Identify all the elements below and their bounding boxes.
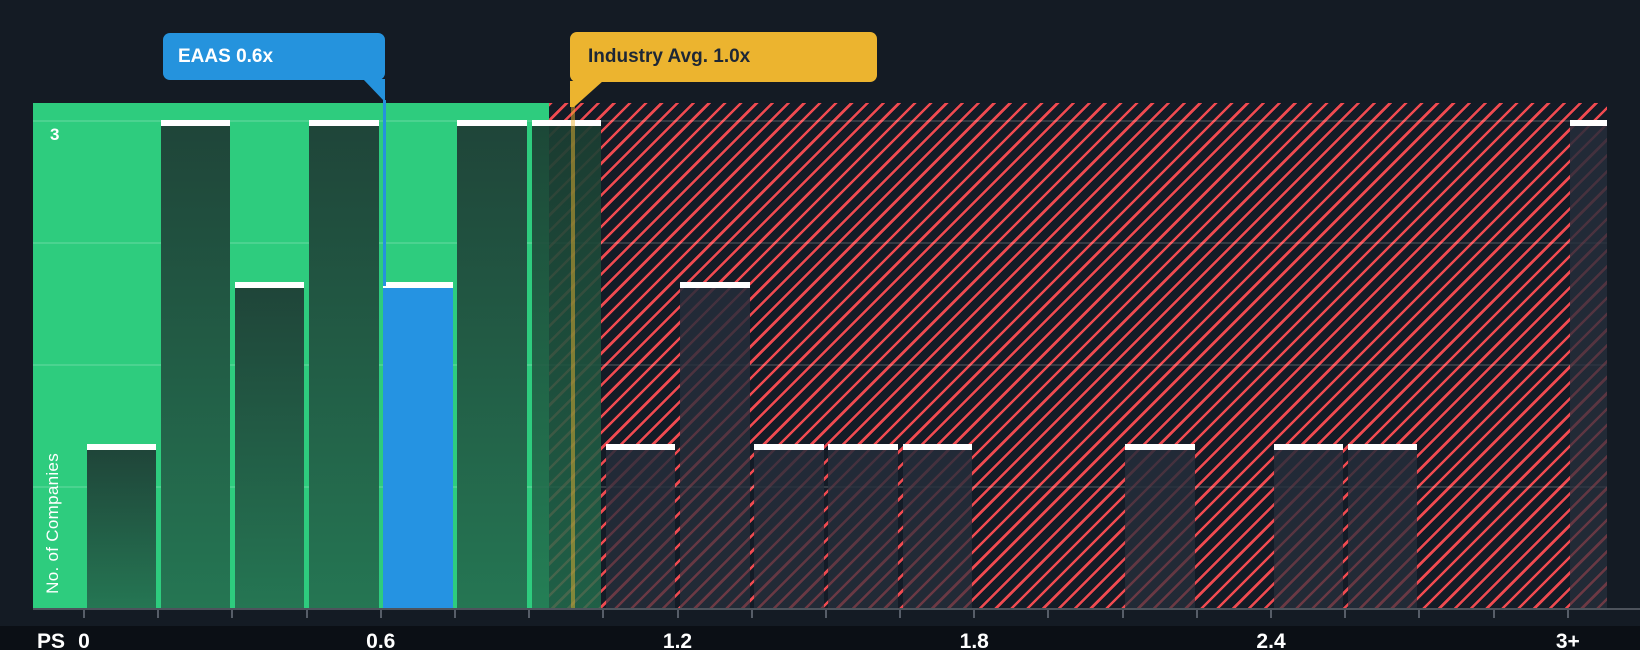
x-axis-tick [676,610,679,618]
x-axis-tick [1344,610,1347,618]
x-axis-label-0.6: 0.6 [366,630,396,650]
x-axis-tick [602,610,605,618]
x-axis-tick [1418,610,1421,618]
x-axis-label-2.4: 2.4 [1256,630,1286,650]
x-axis-tick [528,610,531,618]
x-axis-tick [973,610,976,618]
x-axis-tick [750,610,753,618]
histogram-bar-1.65-1.8[interactable] [902,444,973,608]
x-axis-tick [157,610,160,618]
x-axis-tick [1195,610,1198,618]
histogram-bar-2.55-2.7[interactable] [1347,444,1418,608]
eaas-tooltip-label: EAAS 0.6x [178,46,274,67]
industry-tooltip-label: Industry Avg. 1.0x [588,46,751,67]
histogram-bar-2.1-2.25[interactable] [1125,444,1195,608]
histogram-bar-0.9-1.05[interactable] [531,120,602,608]
x-axis-tick [379,610,382,618]
x-axis-tick [83,610,85,618]
y-axis-title: No. of Companies [43,453,62,594]
x-axis-tick [1047,610,1050,618]
x-axis-label-1.2: 1.2 [662,630,693,650]
eaas-tooltip[interactable]: EAAS 0.6x [163,33,385,80]
x-axis-label-0: 0 [78,630,90,650]
x-axis-line [33,608,1640,610]
histogram-bar-1.5-1.65[interactable] [828,444,898,608]
histogram-bar-2.4-2.55[interactable] [1273,444,1344,608]
x-axis-label-3+: 3+ [1555,630,1580,650]
x-axis-tick [1492,610,1495,618]
gridline-mid [33,364,1607,366]
histogram-bar-0.3-0.45[interactable] [234,282,305,608]
x-axis-tick [305,610,308,618]
x-axis-tick [899,610,902,618]
histogram-bar-1.05-1.2[interactable] [605,444,676,608]
x-axis-tick [453,610,456,618]
histogram-bar-0-0.15[interactable] [86,444,156,608]
histogram-bar-1.35-1.5[interactable] [754,444,824,608]
histogram-bar-0.15-0.3[interactable] [160,120,231,608]
industry-average-tooltip[interactable]: Industry Avg. 1.0x [570,32,877,82]
histogram-bar-0.45-0.6[interactable] [309,120,379,608]
x-axis-tick [1270,610,1273,618]
eaas-tooltip-pointer [363,79,385,102]
histogram-bar-0.6-0.75[interactable] [383,282,453,608]
gridline-3 [33,120,1607,122]
x-axis-tick [231,610,234,618]
x-axis-tick [1566,610,1569,618]
industry-average-marker-line [571,103,575,608]
x-axis-tick [1121,610,1124,618]
x-axis-tick [824,610,827,618]
eaas-marker-line [383,100,386,286]
x-axis-unit-label: PS [37,630,66,650]
histogram-bar-0.75-0.9[interactable] [457,120,527,608]
histogram-bar-3-plus[interactable] [1570,120,1608,608]
histogram-bar-1.2-1.35[interactable] [680,282,750,608]
x-axis-label-1.8: 1.8 [959,630,989,650]
plot-area: 3 No. of Companies [33,103,1608,608]
y-axis-max-label: 3 [50,125,60,144]
bottom-strip [0,626,1640,650]
gridline-upper-mid [33,242,1607,244]
